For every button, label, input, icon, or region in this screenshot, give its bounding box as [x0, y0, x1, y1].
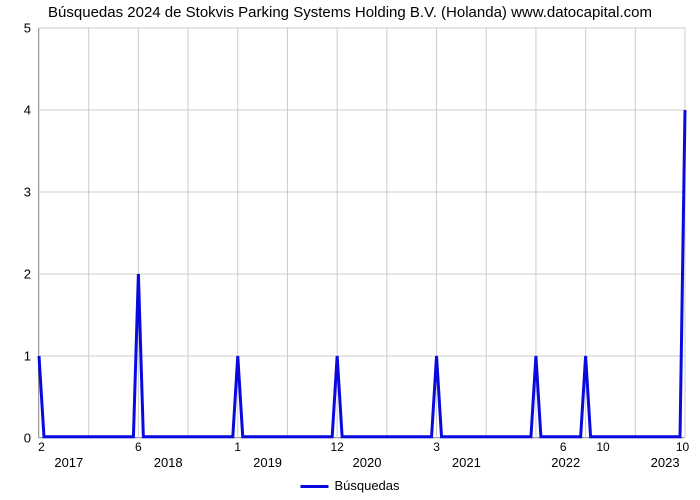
- y-tick-label: 2: [24, 267, 31, 282]
- chart-svg: [39, 28, 685, 438]
- y-tick-label: 0: [24, 431, 31, 446]
- x-year-label: 2020: [353, 455, 382, 470]
- series-line: [39, 110, 685, 437]
- x-year-label: 2018: [154, 455, 183, 470]
- x-month-label: 3: [433, 440, 440, 454]
- y-tick-label: 1: [24, 349, 31, 364]
- x-month-label: 6: [560, 440, 567, 454]
- legend-label: Búsquedas: [334, 478, 399, 493]
- x-year-label: 2023: [651, 455, 680, 470]
- x-year-label: 2019: [253, 455, 282, 470]
- x-month-label: 2: [38, 440, 45, 454]
- legend: Búsquedas: [300, 478, 399, 493]
- x-year-label: 2021: [452, 455, 481, 470]
- y-tick-label: 5: [24, 21, 31, 36]
- chart-container: Búsquedas 2024 de Stokvis Parking System…: [0, 0, 700, 500]
- x-month-label: 10: [596, 440, 609, 454]
- legend-line: [300, 485, 328, 488]
- x-month-label: 1: [234, 440, 241, 454]
- y-tick-label: 3: [24, 185, 31, 200]
- x-month-label: 10: [676, 440, 689, 454]
- x-month-label: 6: [135, 440, 142, 454]
- plot-area: 0123452017201820192020202120222023261123…: [38, 28, 684, 438]
- x-year-label: 2022: [551, 455, 580, 470]
- x-year-label: 2017: [54, 455, 83, 470]
- chart-title: Búsquedas 2024 de Stokvis Parking System…: [0, 4, 700, 21]
- x-month-label: 12: [330, 440, 343, 454]
- y-tick-label: 4: [24, 103, 31, 118]
